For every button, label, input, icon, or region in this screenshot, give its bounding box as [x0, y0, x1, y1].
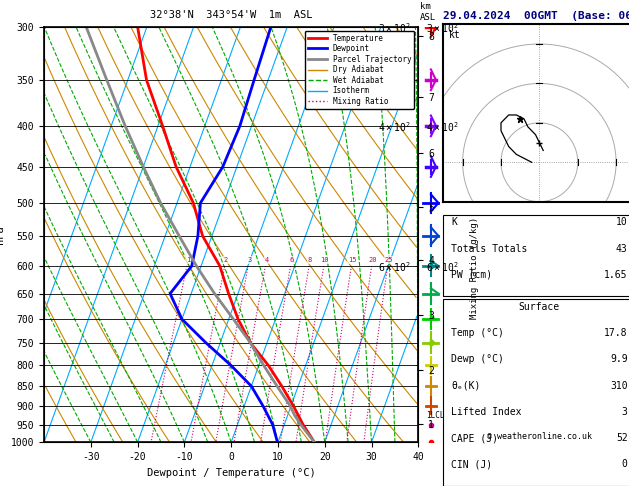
Text: 0: 0 — [621, 459, 628, 469]
Text: CIN (J): CIN (J) — [451, 459, 493, 469]
Text: 1.65: 1.65 — [604, 270, 628, 280]
Text: Dewp (°C): Dewp (°C) — [451, 354, 504, 364]
Y-axis label: hPa: hPa — [0, 225, 5, 244]
Text: 20: 20 — [368, 257, 377, 263]
Text: © weatheronline.co.uk: © weatheronline.co.uk — [487, 432, 592, 441]
Text: 43: 43 — [616, 243, 628, 254]
Text: 25: 25 — [384, 257, 392, 263]
X-axis label: Dewpoint / Temperature (°C): Dewpoint / Temperature (°C) — [147, 468, 316, 478]
Text: km
ASL: km ASL — [420, 2, 436, 22]
Text: 3: 3 — [247, 257, 252, 263]
Text: 310: 310 — [610, 381, 628, 391]
Text: Mixing Ratio (g/kg): Mixing Ratio (g/kg) — [470, 217, 479, 319]
Text: 8: 8 — [308, 257, 312, 263]
Text: CAPE (J): CAPE (J) — [451, 433, 498, 443]
Text: 15: 15 — [348, 257, 357, 263]
Text: 9.9: 9.9 — [610, 354, 628, 364]
Text: 52: 52 — [616, 433, 628, 443]
Text: Temp (°C): Temp (°C) — [451, 328, 504, 338]
Text: 4: 4 — [264, 257, 269, 263]
Text: Totals Totals: Totals Totals — [451, 243, 528, 254]
Text: PW (cm): PW (cm) — [451, 270, 493, 280]
Text: 1: 1 — [186, 257, 190, 263]
Text: K: K — [451, 217, 457, 227]
Text: 3: 3 — [621, 407, 628, 417]
Text: 6: 6 — [289, 257, 294, 263]
Text: θₑ(K): θₑ(K) — [451, 381, 481, 391]
Text: Surface: Surface — [519, 302, 560, 312]
Text: 29.04.2024  00GMT  (Base: 06): 29.04.2024 00GMT (Base: 06) — [443, 11, 629, 21]
Text: 32°38'N  343°54'W  1m  ASL: 32°38'N 343°54'W 1m ASL — [150, 11, 313, 20]
Text: 1LCL: 1LCL — [426, 411, 444, 420]
Text: 10: 10 — [321, 257, 329, 263]
Text: 2: 2 — [224, 257, 228, 263]
Legend: Temperature, Dewpoint, Parcel Trajectory, Dry Adiabat, Wet Adiabat, Isotherm, Mi: Temperature, Dewpoint, Parcel Trajectory… — [304, 31, 415, 109]
Text: 17.8: 17.8 — [604, 328, 628, 338]
Text: 10: 10 — [616, 217, 628, 227]
Text: kt: kt — [449, 30, 461, 40]
Text: Lifted Index: Lifted Index — [451, 407, 521, 417]
